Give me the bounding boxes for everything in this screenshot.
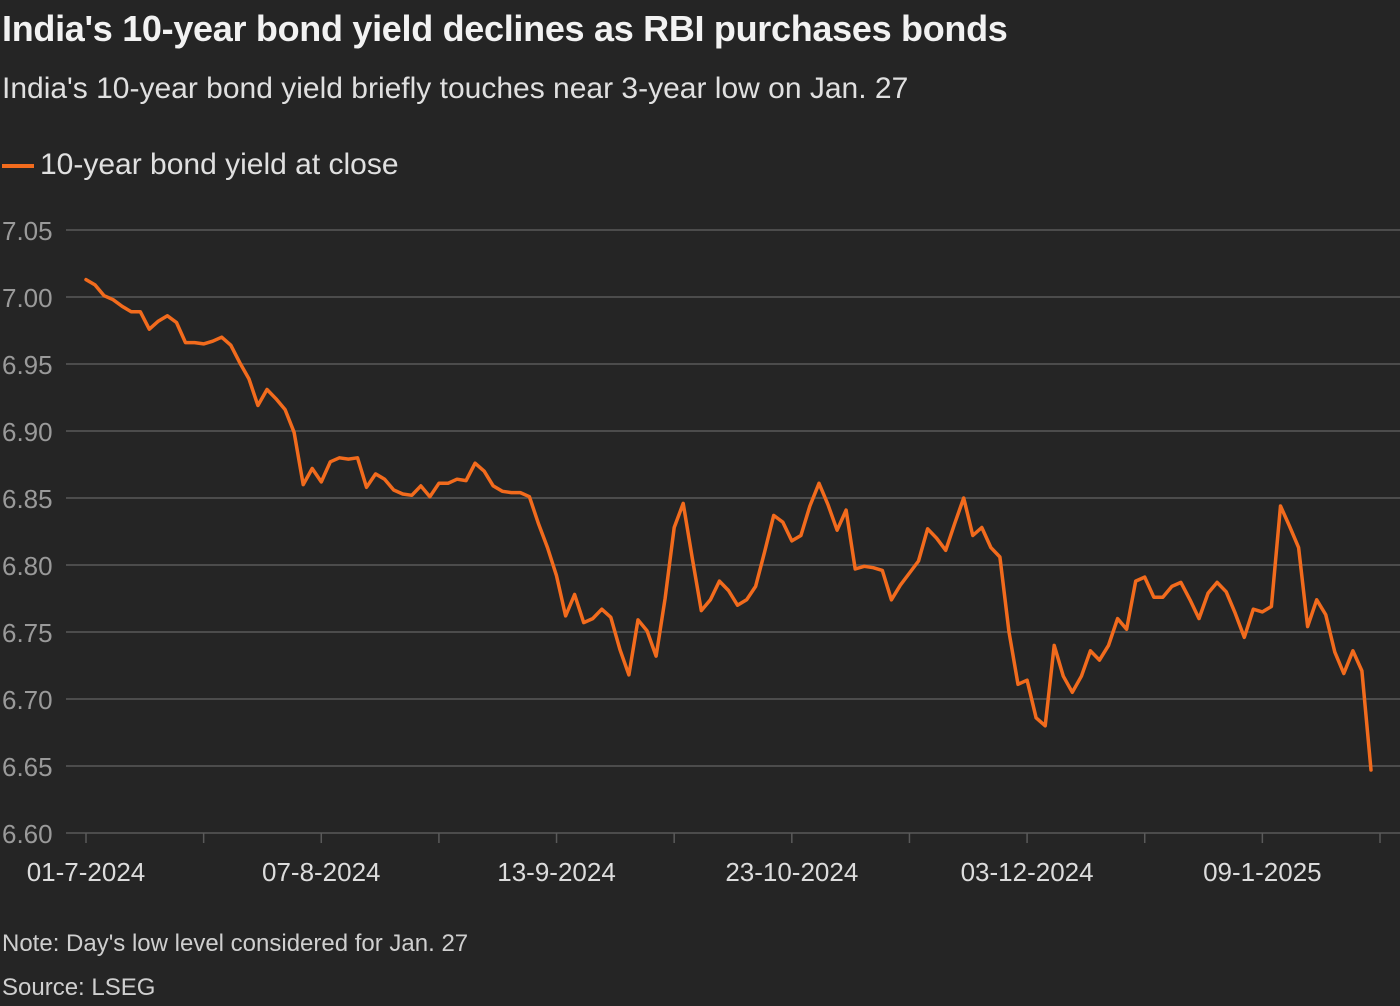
chart-note: Note: Day's low level considered for Jan… — [2, 930, 469, 957]
x-tick-label: 09-1-2025 — [1203, 857, 1322, 887]
y-tick-label: 6.95 — [2, 350, 53, 380]
chart-subtitle: India's 10-year bond yield briefly touch… — [2, 72, 909, 105]
y-tick-label: 7.05 — [2, 216, 53, 246]
y-tick-label: 6.85 — [2, 484, 53, 514]
x-tick-label: 03-12-2024 — [961, 857, 1094, 887]
legend: 10-year bond yield at close — [2, 148, 399, 182]
y-tick-label: 6.90 — [2, 417, 53, 447]
legend-swatch — [2, 164, 34, 168]
y-tick-label: 6.70 — [2, 685, 53, 715]
x-tick-label: 01-7-2024 — [27, 857, 146, 887]
x-tick-label: 23-10-2024 — [725, 857, 858, 887]
legend-label: 10-year bond yield at close — [40, 148, 399, 181]
y-tick-label: 7.00 — [2, 283, 53, 313]
chart-title: India's 10-year bond yield declines as R… — [2, 8, 1008, 49]
x-tick-label: 07-8-2024 — [262, 857, 381, 887]
y-tick-label: 6.80 — [2, 551, 53, 581]
y-tick-label: 6.65 — [2, 752, 53, 782]
x-tick-label: 13-9-2024 — [497, 857, 616, 887]
chart-source: Source: LSEG — [2, 974, 156, 1001]
series-line-bond-yield — [84, 277, 1373, 772]
y-tick-label: 6.75 — [2, 618, 53, 648]
y-tick-label: 6.60 — [2, 819, 53, 849]
